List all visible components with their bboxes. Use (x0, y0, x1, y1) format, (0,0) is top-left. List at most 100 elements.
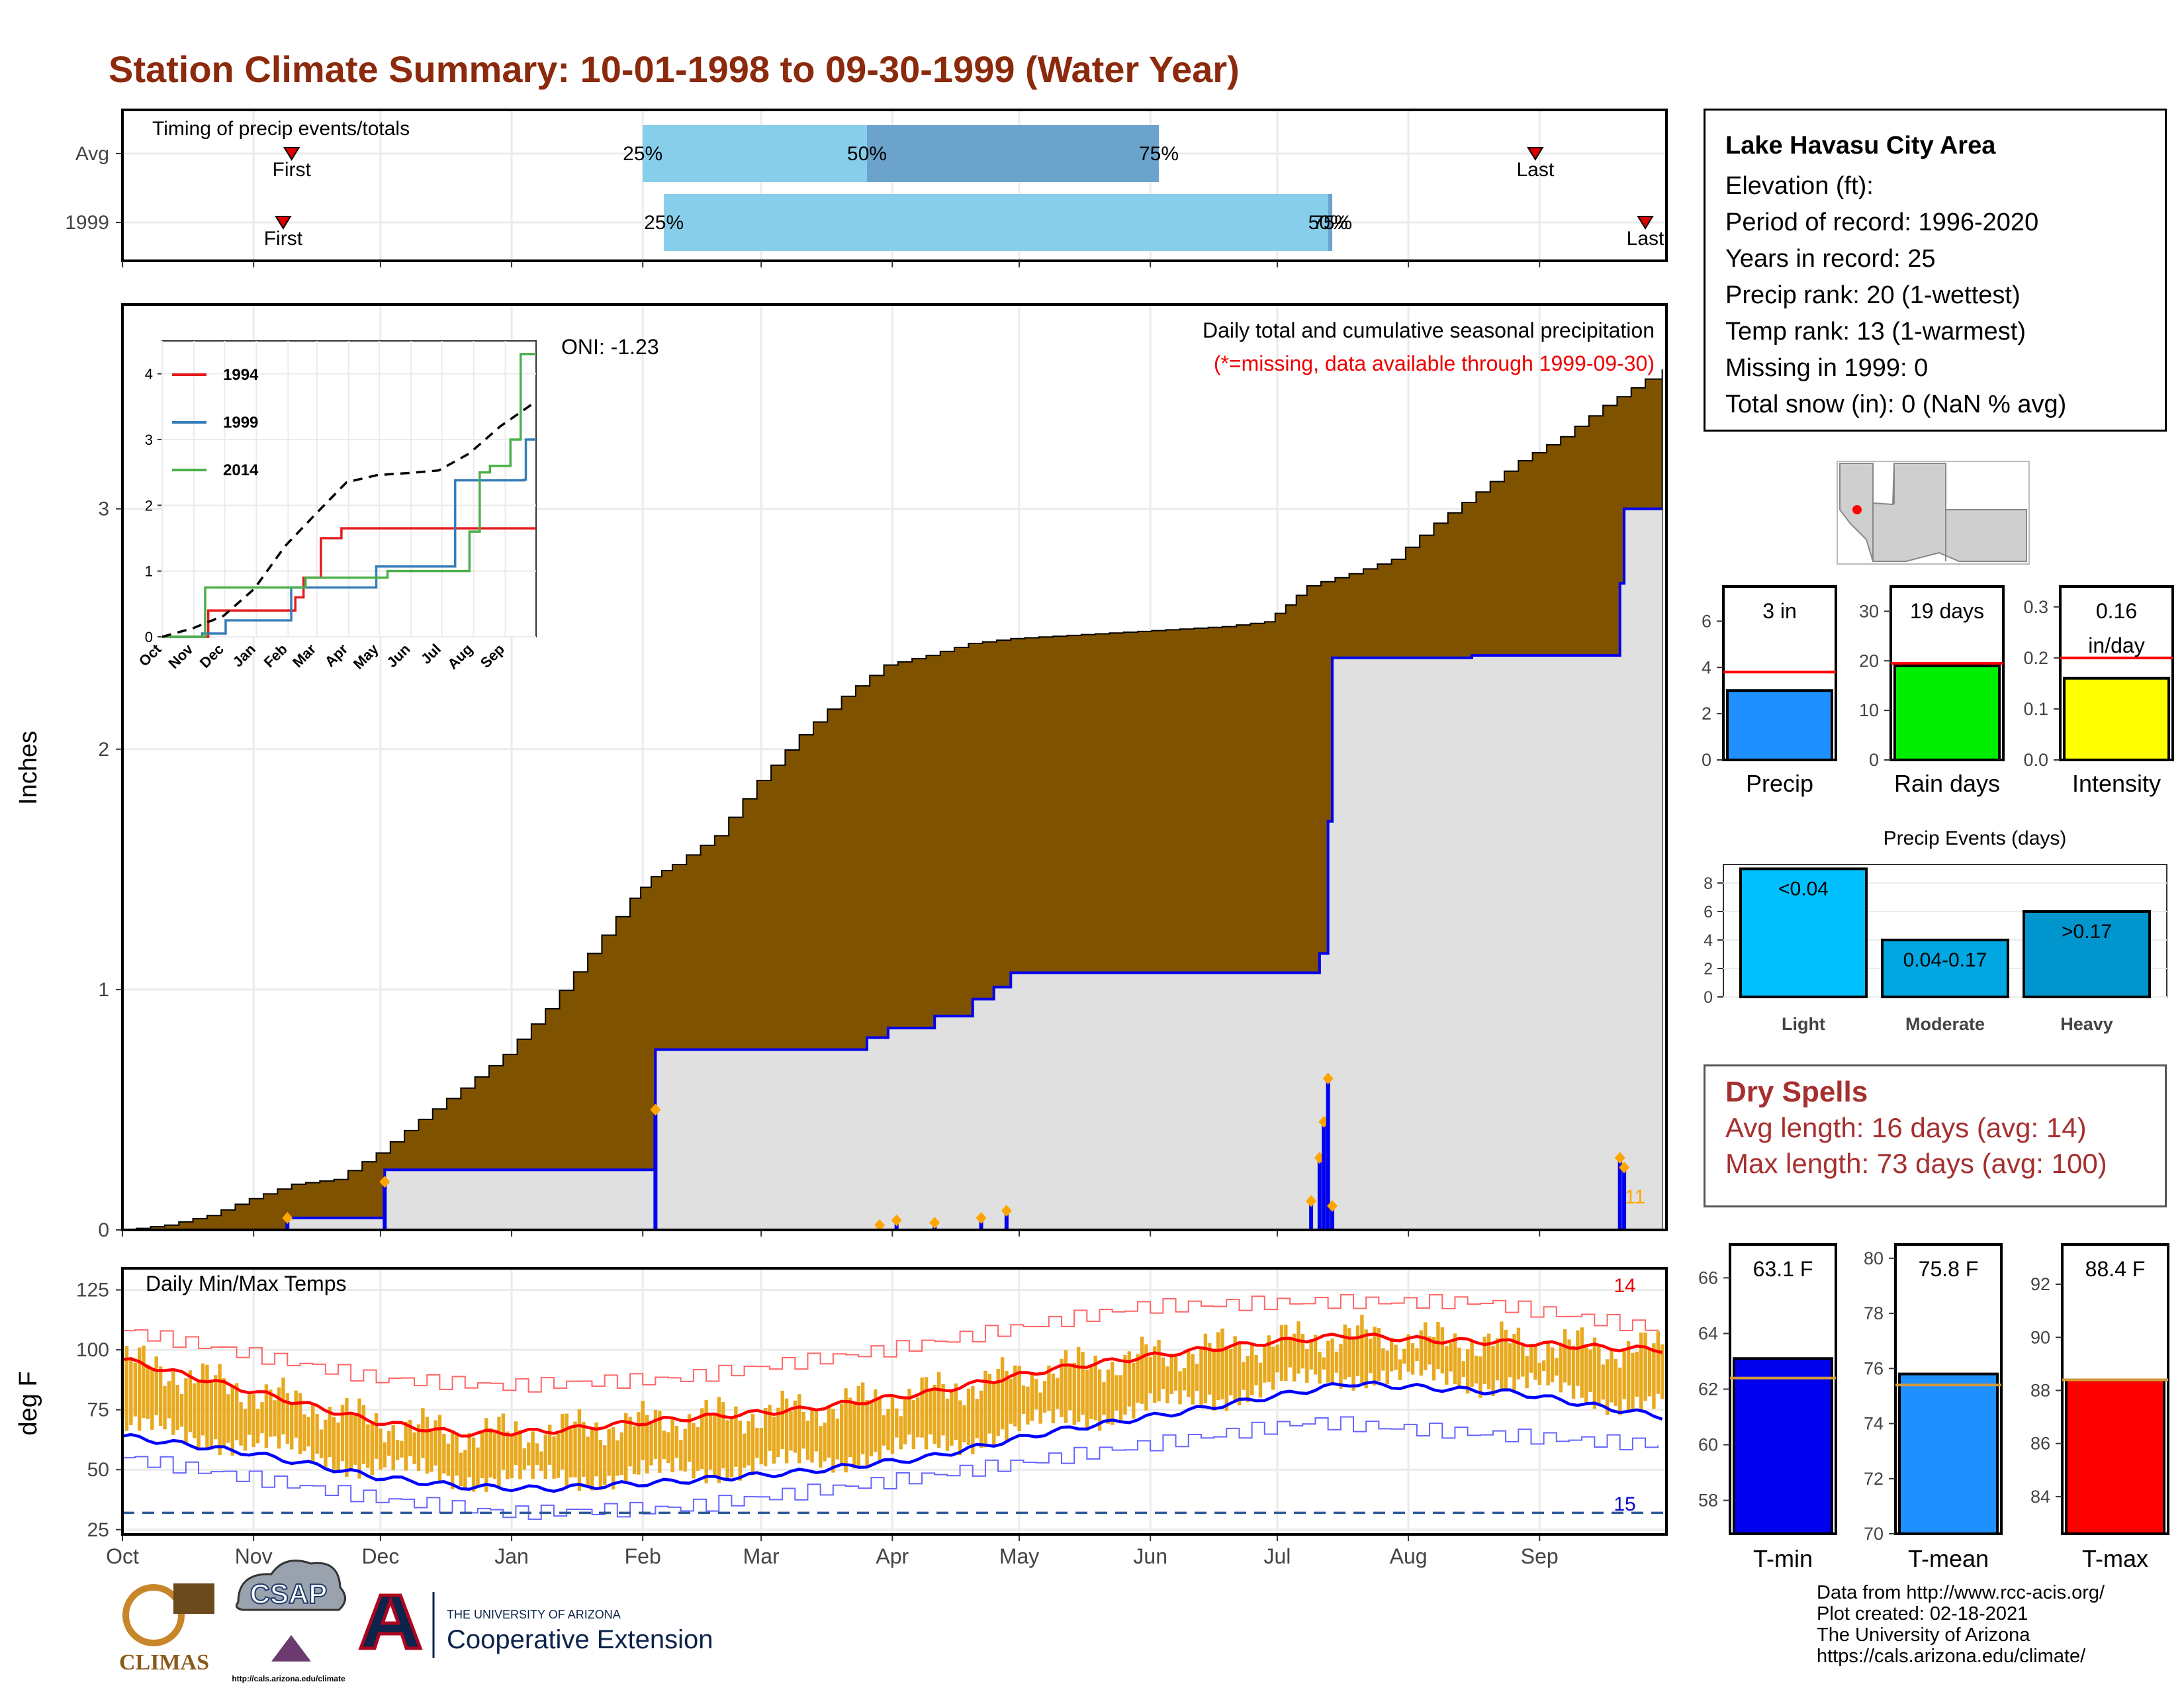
daily-temp-bar (1339, 1344, 1343, 1389)
station-name: Lake Havasu City Area (1725, 132, 1996, 160)
daily-temp-bar (1576, 1330, 1580, 1386)
daily-temp-bar (285, 1393, 290, 1444)
daily-temp-bar (1508, 1343, 1512, 1378)
q25-label: 25% (623, 143, 662, 165)
record-min-line (122, 1416, 1659, 1521)
daily-temp-bar (696, 1427, 700, 1471)
daily-temp-bar (264, 1384, 269, 1448)
daily-temp-bar (679, 1440, 683, 1471)
daily-temp-bar (184, 1378, 188, 1444)
cumulative-obs-line (122, 507, 1662, 1231)
credit-line: Data from http://www.rcc-acis.org/ (1817, 1582, 2105, 1603)
daily-temp-bar (476, 1447, 480, 1485)
daily-temp-bar (738, 1421, 742, 1481)
daily-temp-bar (819, 1426, 823, 1468)
daily-temp-bar (615, 1440, 619, 1476)
y-tick-label: 78 (1864, 1303, 1884, 1323)
daily-temp-bar (1410, 1343, 1415, 1375)
daily-temp-bar (1440, 1327, 1445, 1374)
daily-temp-bar (425, 1417, 430, 1474)
daily-temp-bar (835, 1419, 840, 1460)
daily-temp-bar (687, 1414, 692, 1462)
metric-bar (1726, 689, 1833, 761)
daily-temp-bar (1622, 1350, 1626, 1399)
y-tick-label: 3 (98, 498, 109, 520)
daily-temp-bar (1152, 1346, 1157, 1403)
daily-temp-bar (1559, 1344, 1563, 1393)
daily-temp-bar (632, 1426, 637, 1474)
daily-temp-bar (1555, 1358, 1559, 1376)
years-text: Years in record: 25 (1725, 245, 1936, 273)
metric-title: Precip (1746, 770, 1813, 797)
daily-temp-bar (1305, 1348, 1309, 1383)
daily-precip-bar (1004, 1210, 1009, 1230)
y-tick-label: 100 (76, 1339, 109, 1361)
daily-temp-bar (497, 1417, 501, 1487)
daily-temp-bar (662, 1430, 666, 1460)
event-category-label: Heavy (2060, 1014, 2113, 1034)
metric-value-label: 63.1 F (1753, 1257, 1813, 1281)
y-tick-label: 125 (76, 1280, 109, 1301)
daily-temp-bar (805, 1421, 810, 1460)
daily-temp-bar (1173, 1354, 1178, 1391)
daily-temp-bar (1385, 1350, 1389, 1385)
daily-temp-bar (1233, 1336, 1237, 1403)
daily-temp-bar (163, 1385, 167, 1430)
x-tick-label: Jul (1264, 1544, 1291, 1568)
daily-temp-bar (1343, 1324, 1347, 1380)
metric-title: T-mean (1908, 1545, 1989, 1572)
station-info-panel: Lake Havasu City Area Elevation (ft): Pe… (1704, 109, 2167, 432)
daily-temp-bar (205, 1364, 209, 1449)
daily-temp-bar (150, 1368, 154, 1430)
daily-temp-bar (251, 1394, 255, 1448)
daily-temp-bar (907, 1388, 911, 1435)
daily-temp-bar (1017, 1366, 1021, 1431)
daily-temp-bar (1284, 1325, 1288, 1382)
daily-temp-bar (1610, 1347, 1614, 1403)
daily-precip-marker (1619, 1161, 1630, 1174)
daily-temp-bar (167, 1381, 171, 1419)
x-tick-label: Sep (1521, 1544, 1559, 1568)
legend-label: 1999 (223, 414, 258, 432)
precip-panel-border (121, 303, 1668, 1231)
y-tick-label: 64 (1698, 1323, 1718, 1343)
daily-temp-bar (674, 1425, 679, 1458)
daily-temp-bar (158, 1366, 163, 1427)
daily-temp-bar (1000, 1357, 1005, 1430)
metric-title: T-max (2082, 1545, 2148, 1572)
daily-temp-bar (971, 1386, 975, 1454)
metric-value-label: 0.16 (2096, 599, 2137, 623)
daily-temp-bar (619, 1432, 624, 1476)
daily-temp-bar (1055, 1378, 1060, 1409)
daily-temp-bar (1250, 1344, 1254, 1395)
daily-temp-bar (856, 1385, 860, 1467)
daily-temp-bar (273, 1400, 277, 1436)
daily-temp-bar (124, 1346, 129, 1431)
y-tick-label: 30 (1859, 601, 1879, 621)
daily-temp-bar (1169, 1353, 1173, 1394)
daily-temp-bar (670, 1419, 674, 1473)
daily-temp-bar (1203, 1333, 1208, 1403)
daily-temp-bar (1567, 1339, 1571, 1385)
daily-temp-bar (171, 1371, 175, 1435)
ua-logo-small-text: THE UNIVERSITY OF ARIZONA (447, 1608, 621, 1621)
daily-temp-bar (1313, 1335, 1318, 1375)
y-tick-label: 70 (1864, 1524, 1884, 1544)
daily-temp-bar (1195, 1364, 1199, 1391)
daily-temp-bar (865, 1399, 869, 1468)
daily-precip-marker (1322, 1072, 1334, 1085)
daily-temp-bar (987, 1374, 992, 1434)
daily-temp-bar (1449, 1342, 1453, 1372)
daily-temp-bar (421, 1408, 425, 1458)
daily-temp-bar (598, 1440, 603, 1490)
temp-panel-border (121, 1267, 1668, 1536)
daily-temp-bar (814, 1409, 819, 1452)
daily-temp-bar (755, 1427, 759, 1458)
daily-temp-bar (810, 1407, 814, 1463)
daily-temp-bar (565, 1413, 569, 1487)
y-tick-label: 75 (87, 1399, 109, 1421)
daily-temp-bar (197, 1382, 201, 1449)
daily-temp-bar (361, 1405, 366, 1464)
daily-temp-bar (1064, 1350, 1068, 1423)
daily-temp-bar (1643, 1333, 1647, 1401)
